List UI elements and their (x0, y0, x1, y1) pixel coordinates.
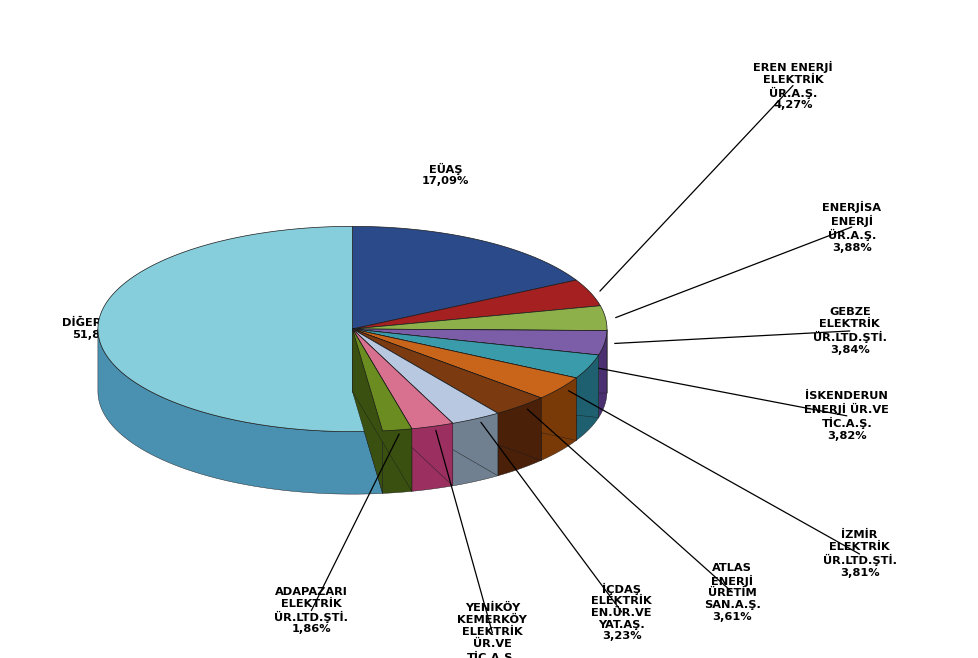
Polygon shape (98, 226, 382, 432)
Polygon shape (453, 413, 498, 486)
Text: ATLAS
ENERJİ
ÜRETİM
SAN.A.Ş.
3,61%: ATLAS ENERJİ ÜRETİM SAN.A.Ş. 3,61% (703, 563, 760, 622)
Polygon shape (352, 329, 541, 413)
Polygon shape (352, 329, 453, 486)
Polygon shape (352, 329, 498, 423)
Polygon shape (541, 378, 576, 461)
Polygon shape (599, 330, 606, 418)
Polygon shape (352, 329, 498, 476)
Polygon shape (352, 329, 412, 492)
Polygon shape (382, 429, 412, 494)
Polygon shape (352, 329, 606, 355)
Polygon shape (352, 329, 599, 418)
Polygon shape (352, 280, 600, 329)
Polygon shape (352, 329, 412, 431)
Text: İSKENDERUN
ENERJİ ÜR.VE
TİC.A.Ş.
3,82%: İSKENDERUN ENERJİ ÜR.VE TİC.A.Ş. 3,82% (804, 391, 888, 441)
Text: İÇDAŞ
ELEKTRİK
EN.ÜR.VE
YAT.AŞ.
3,23%: İÇDAŞ ELEKTRİK EN.ÜR.VE YAT.AŞ. 3,23% (591, 582, 651, 642)
Polygon shape (352, 226, 576, 329)
Polygon shape (352, 329, 599, 418)
Polygon shape (498, 398, 541, 476)
Polygon shape (352, 306, 606, 330)
Text: ENERJİSA
ENERJİ
ÜR.A.Ş.
3,88%: ENERJİSA ENERJİ ÜR.A.Ş. 3,88% (822, 201, 880, 253)
Text: EÜAŞ
17,09%: EÜAŞ 17,09% (422, 163, 468, 186)
Polygon shape (352, 329, 576, 440)
Polygon shape (352, 329, 541, 461)
Text: İZMİR
ELEKTRİK
ÜR.LTD.ŞTİ.
3,81%: İZMİR ELEKTRİK ÜR.LTD.ŞTİ. 3,81% (822, 530, 896, 578)
Polygon shape (352, 329, 541, 461)
Polygon shape (352, 329, 498, 476)
Polygon shape (352, 329, 576, 398)
Polygon shape (576, 355, 599, 440)
Text: ADAPAZARI
ELEKTRİK
ÜR.LTD.ŞTİ.
1,86%: ADAPAZARI ELEKTRİK ÜR.LTD.ŞTİ. 1,86% (274, 587, 348, 634)
Polygon shape (352, 329, 453, 486)
Polygon shape (352, 329, 599, 378)
Polygon shape (352, 329, 382, 494)
Polygon shape (352, 329, 606, 393)
Polygon shape (352, 329, 382, 494)
Text: DİĞERLERİ
51,89%: DİĞERLERİ 51,89% (63, 318, 129, 340)
Text: YENİKÖY
KEMERKÖY
ELEKTRİK
ÜR.VE
TİC.A.Ş.: YENİKÖY KEMERKÖY ELEKTRİK ÜR.VE TİC.A.Ş. (457, 603, 527, 658)
Polygon shape (98, 329, 382, 494)
Polygon shape (352, 329, 576, 440)
Polygon shape (352, 329, 453, 429)
Text: GEBZE
ELEKTRİK
ÜR.LTD.ŞTİ.
3,84%: GEBZE ELEKTRİK ÜR.LTD.ŞTİ. 3,84% (812, 307, 886, 355)
Text: EREN ENERJİ
ELEKTRİK
ÜR.A.Ş.
4,27%: EREN ENERJİ ELEKTRİK ÜR.A.Ş. 4,27% (752, 61, 832, 111)
Polygon shape (352, 329, 606, 393)
Polygon shape (412, 423, 453, 492)
Polygon shape (352, 329, 412, 492)
